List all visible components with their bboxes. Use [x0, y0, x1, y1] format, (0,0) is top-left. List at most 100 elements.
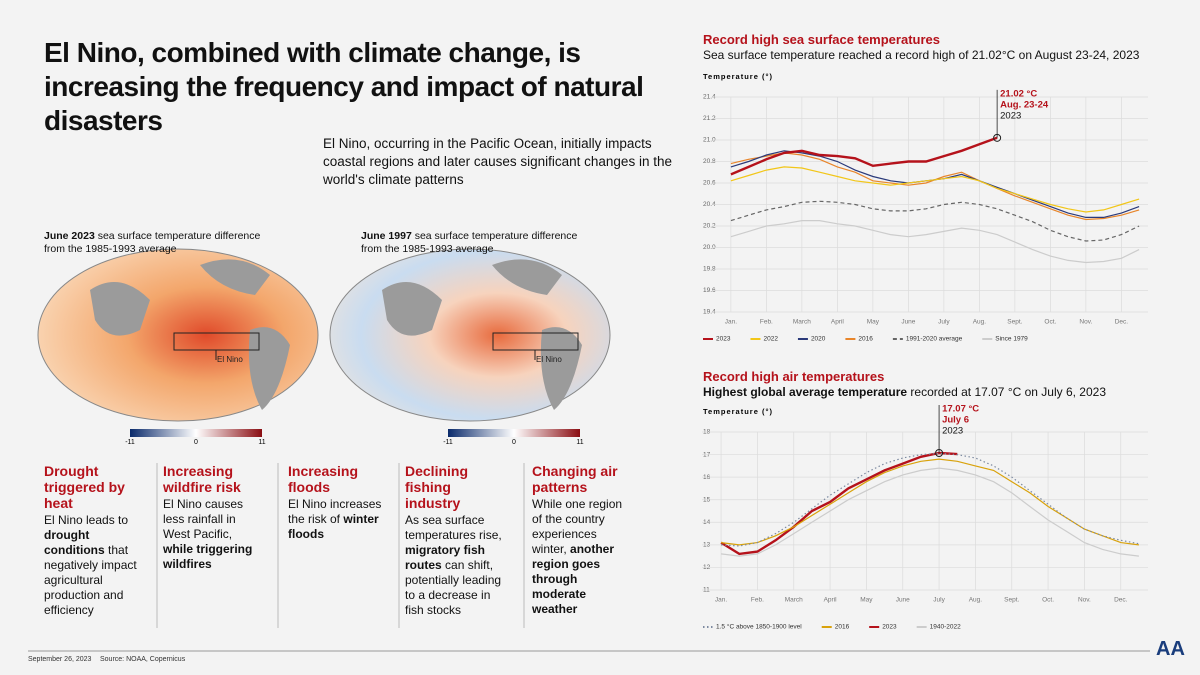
legend-label: 2016: [835, 624, 850, 631]
intro: El Nino, occurring in the Pacific Ocean,…: [323, 136, 672, 187]
impact-title: Increasing floods: [288, 463, 359, 495]
x-tick-label: June: [901, 319, 915, 326]
text-run: El Nino increases the risk of: [288, 497, 382, 526]
x-tick-label: Feb.: [751, 597, 764, 604]
map-2: [329, 248, 611, 437]
chart-title: Record high air temperatures: [703, 369, 885, 384]
text-run: drought conditions: [44, 528, 105, 557]
y-tick-label: 21.4: [703, 94, 716, 101]
text-run: that negatively impact agricultural prod…: [44, 543, 137, 617]
annotation: July 6: [942, 415, 969, 426]
x-tick-label: May: [867, 319, 880, 326]
x-tick-label: Oct.: [1044, 319, 1056, 326]
annotation: Aug. 23-24: [1000, 99, 1049, 110]
annotation: 17.07 °C: [942, 404, 979, 415]
impact: Changing air patterns While one region of…: [532, 463, 632, 617]
y-tick-label: 21.0: [703, 137, 716, 144]
annotation: 21.02 °C: [1000, 88, 1037, 99]
series-line: [730, 220, 1140, 264]
text-run: winter floods: [288, 512, 379, 541]
impact-title: Declining fishing industry: [405, 463, 469, 511]
y-tick-label: 19.8: [703, 266, 716, 273]
legend-label: 1940-2022: [930, 624, 961, 631]
colorbar-label: 0: [512, 439, 516, 446]
text-run: Highest global average temperature: [703, 385, 908, 399]
x-tick-label: July: [933, 597, 945, 604]
y-tick-label: 20.4: [703, 201, 716, 208]
text-run: While one region of the country experien…: [532, 497, 623, 556]
y-tick-label: 21.2: [703, 115, 716, 122]
date: September 26, 2023: [28, 656, 92, 663]
logo: AA: [1156, 638, 1185, 660]
text-run: El Nino leads to: [44, 513, 129, 527]
x-tick-label: Sept.: [1007, 319, 1022, 326]
annotation: 2023: [1000, 110, 1021, 121]
map-caption: June 2023 sea surface temperature differ…: [44, 230, 284, 256]
y-tick-label: 20.8: [703, 158, 716, 165]
impact-title: Drought triggered by heat: [44, 463, 125, 511]
legend-label: 1991-2020 average: [906, 336, 963, 343]
text-run: recorded at 17.07 °C on July 6, 2023: [907, 385, 1107, 399]
text-run: El Nino causes less rainfall in West Pac…: [163, 497, 244, 541]
impact: Declining fishing industry As sea surface…: [405, 463, 505, 618]
x-tick-label: Jan.: [725, 319, 737, 326]
series-line: [730, 166, 1140, 213]
colorbar-label: 11: [258, 439, 265, 446]
x-tick-label: Oct.: [1042, 597, 1054, 604]
text-run: can shift, potentially leading to a decr…: [405, 558, 502, 617]
x-tick-label: Aug.: [973, 319, 987, 326]
chart-title: Record high sea surface temperatures: [703, 32, 940, 47]
text-run: migratory fish routes: [405, 543, 486, 572]
text-run: sea surface temperature difference from …: [44, 230, 261, 255]
y-tick-label: 19.4: [703, 309, 716, 316]
x-tick-label: Aug.: [969, 597, 983, 604]
y-axis-label: Temperature (°): [703, 407, 773, 416]
impact-body: While one region of the country experien…: [532, 497, 632, 617]
text-run: another region goes through moderate wea…: [532, 542, 615, 616]
text-run: June 1997: [361, 230, 412, 242]
x-tick-label: Nov.: [1078, 597, 1091, 604]
colorbar-label: 11: [576, 439, 583, 446]
series-line: [730, 150, 1140, 218]
y-axis-label: Temperature (°): [703, 72, 773, 81]
series-line: [721, 458, 1139, 546]
legend-label: Since 1979: [995, 336, 1028, 343]
colorbar-label: -11: [125, 439, 135, 446]
x-tick-label: June: [896, 597, 910, 604]
y-tick-label: 20.6: [703, 180, 716, 187]
x-tick-label: Dec.: [1115, 319, 1129, 326]
x-tick-label: July: [938, 319, 950, 326]
legend-label: 2022: [763, 336, 778, 343]
legend-label: 2020: [811, 336, 826, 343]
x-tick-label: Dec.: [1114, 597, 1128, 604]
title: El Nino, combined with climate change, i…: [44, 37, 644, 136]
series-line: [721, 467, 1139, 557]
x-tick-label: Feb.: [760, 319, 773, 326]
impact-body: El Nino increases the risk of winter flo…: [288, 497, 383, 542]
text-run: June 2023: [44, 230, 95, 242]
text-run: As sea surface temperatures rise,: [405, 513, 502, 542]
x-tick-label: Nov.: [1079, 319, 1092, 326]
map-box-label: El Nino: [217, 355, 243, 364]
x-tick-label: April: [824, 597, 838, 604]
series-line: [720, 451, 958, 556]
impact-body: El Nino leads to drought conditions that…: [44, 513, 139, 618]
chart-subtitle: Highest global average temperature recor…: [703, 385, 1106, 399]
legend-label: 1.5 °C above 1850-1900 level: [716, 623, 802, 631]
chart-subtitle: Sea surface temperature reached a record…: [703, 48, 1139, 62]
impact-body: El Nino causes less rainfall in West Pac…: [163, 497, 263, 572]
annotation-marker: [993, 133, 1002, 142]
annotation-marker: [935, 448, 944, 457]
map-caption: June 1997 sea surface temperature differ…: [361, 230, 601, 256]
y-tick-label: 20.0: [703, 244, 716, 251]
text-run: Sea surface temperature reached a record…: [703, 48, 1140, 62]
impact: Increasing floods El Nino increases the r…: [288, 463, 383, 542]
y-tick-label: 19.6: [703, 287, 716, 294]
map-box-label: El Nino: [536, 355, 562, 364]
series-line: [721, 452, 1140, 547]
impact-body: As sea surface temperatures rise, migrat…: [405, 513, 505, 618]
impact-title: Increasing wildfire risk: [163, 463, 241, 495]
impact-title: Changing air patterns: [532, 463, 618, 495]
